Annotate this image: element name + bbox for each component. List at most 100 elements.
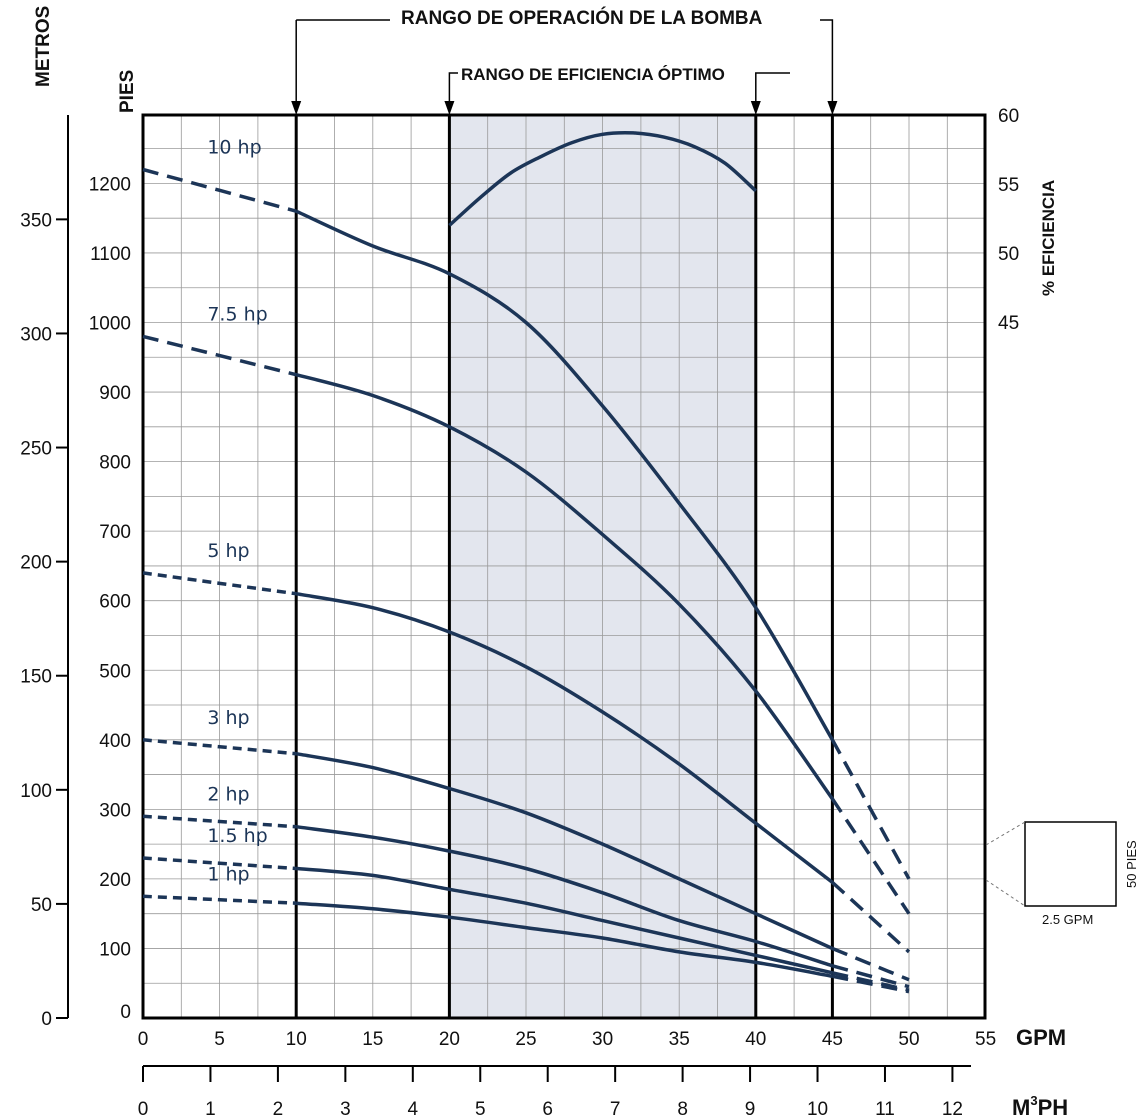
optimal-range-arrow-left (444, 101, 455, 115)
axis-ticks: 0 5 10 15 20 25 30 35 40 45 50 55010020030040050060… (20, 106, 1019, 1120)
feet-tick-label: 300 (99, 800, 131, 821)
m3ph-tick-label: 7 (610, 1099, 621, 1120)
m3ph-tick-label: 6 (542, 1099, 553, 1120)
gpm-tick-label: 45 (822, 1029, 843, 1050)
feet-tick-label: 600 (99, 592, 131, 613)
plot-border (141, 113, 987, 1020)
meters-tick-label: 50 (31, 895, 52, 916)
curve-10-hp-dashed-start (142, 167, 297, 213)
curve-5-hp-dashed-start (142, 571, 297, 596)
operating-range-arrow-left (291, 101, 302, 115)
gpm-tick-label: 40 (745, 1029, 766, 1050)
feet-tick-label: 100 (99, 939, 131, 960)
meters-tick-label: 100 (20, 781, 52, 802)
curve-7-5-hp-solid (295, 373, 834, 800)
curve-1-5-hp-solid (296, 866, 833, 975)
gpm-tick-label: 15 (362, 1029, 383, 1050)
curve-1-hp-dashed-start (142, 894, 297, 905)
feet-tick-label: 900 (99, 383, 131, 404)
metros-axis-label: METROS (33, 6, 54, 87)
operating-range-arrow-right (827, 101, 838, 115)
m3ph-tick-label: 11 (875, 1099, 895, 1120)
curve-1-hp-solid (296, 901, 833, 979)
scale-box-leader-top (985, 821, 1026, 846)
optimal-range-bracket-right (755, 72, 790, 105)
plot-frame (141, 113, 987, 1020)
curve-1-5-hp-dashed-end (832, 971, 910, 992)
efficiency-axis-label: % EFICIENCIA (1039, 180, 1058, 296)
efficiency-tick-label: 60 (998, 106, 1019, 127)
curve-2-hp-solid (295, 824, 833, 968)
m3ph-tick-label: 5 (475, 1099, 486, 1120)
curve-1-5-hp-dashed-start (142, 856, 297, 871)
optimal-range-title: RANGO DE EFICIENCIA ÓPTIMO (461, 65, 725, 84)
feet-tick-label: 200 (99, 870, 131, 891)
gpm-axis-label: GPM (1016, 1025, 1066, 1050)
efficiency-curve-line (448, 130, 757, 227)
scale-box-width-label: 2.5 GPM (1042, 912, 1093, 927)
feet-tick-label: 1100 (90, 244, 131, 265)
feet-tick-label: 1200 (89, 174, 131, 195)
gpm-tick-label: 30 (592, 1029, 613, 1050)
optimal-range-bracket-left (448, 72, 458, 105)
m3ph-tick-label: 10 (807, 1099, 828, 1120)
m3ph-axis-label: M3PH (1012, 1093, 1068, 1120)
axis-labels: METROS PIES % EFICIENCIA GPM M3PH RANGO … (33, 6, 1068, 1120)
gpm-tick-label: 25 (515, 1029, 536, 1050)
curve-10-hp-solid (295, 209, 834, 741)
meters-tick-label: 200 (20, 553, 52, 574)
curve-7-5-hp-dashed-start (142, 334, 297, 377)
scale-box-height-label: 50 PIES (1124, 840, 1139, 888)
curve-label-2-hp: 2 hp (207, 783, 249, 805)
curve-3-hp-solid (295, 751, 834, 951)
efficiency-tick-label: 50 (998, 244, 1019, 265)
operating-range-title: RANGO DE OPERACIÓN DE LA BOMBA (401, 7, 763, 29)
curve-label-10-hp: 10 hp (207, 136, 261, 158)
gpm-tick-label: 5 (214, 1029, 225, 1050)
m3ph-tick-label: 12 (942, 1099, 963, 1120)
curve-3-hp-dashed-start (142, 738, 297, 756)
m3ph-tick-label: 9 (745, 1099, 756, 1120)
feet-tick-label: 700 (99, 522, 131, 543)
curve-label-3-hp: 3 hp (207, 707, 249, 729)
meters-tick-label: 0 (41, 1009, 52, 1030)
curve-label-1-hp: 1 hp (207, 863, 249, 885)
m3ph-tick-label: 0 (138, 1099, 149, 1120)
meters-tick-label: 150 (20, 667, 52, 688)
efficiency-tick-label: 45 (998, 313, 1019, 334)
pies-axis-label: PIES (117, 70, 138, 113)
efficiency-curve (448, 130, 757, 227)
gpm-tick-label: 20 (439, 1029, 460, 1050)
scale-box-rect (1024, 821, 1117, 907)
meters-tick-label: 300 (20, 324, 52, 345)
feet-tick-label: 800 (99, 453, 131, 474)
curve-5-hp-dashed-end (831, 881, 911, 954)
m3ph-tick-label: 3 (340, 1099, 351, 1120)
gpm-tick-label: 50 (898, 1029, 919, 1050)
gpm-tick-label: 35 (669, 1029, 690, 1050)
m3ph-label-main: M (1012, 1095, 1030, 1120)
efficiency-tick-label: 55 (998, 175, 1019, 196)
curve-7-5-hp-dashed-end (830, 797, 911, 915)
meters-tick-label: 250 (20, 439, 52, 460)
curve-2-hp-dashed-start (142, 814, 297, 829)
feet-tick-label: 1000 (89, 314, 131, 335)
operating-range-bracket-right (820, 19, 834, 105)
performance-curves: 10 hp 7.5 hp 5 hp 3 hp 2 hp 1.5 hp 1 hp (142, 136, 911, 994)
m3ph-tick-label: 4 (408, 1099, 419, 1120)
curve-2-hp-dashed-end (831, 964, 910, 989)
m3ph-label-sup: 3 (1030, 1093, 1037, 1108)
feet-tick-label: 500 (99, 661, 131, 682)
curve-5-hp-solid (295, 591, 834, 884)
m3ph-tick-label: 2 (273, 1099, 284, 1120)
curve-1-hp-dashed-end (832, 974, 910, 994)
optimal-range-arrow-right (750, 101, 761, 115)
grid-lines (143, 115, 985, 1018)
feet-tick-label: 400 (99, 731, 131, 752)
curve-10-hp-dashed-end (830, 738, 911, 880)
scale-box: 2.5 GPM 50 PIES (985, 821, 1139, 927)
gpm-tick-label: 10 (286, 1029, 307, 1050)
m3ph-tick-label: 1 (205, 1099, 216, 1120)
curve-label-7-5-hp: 7.5 hp (207, 303, 267, 325)
